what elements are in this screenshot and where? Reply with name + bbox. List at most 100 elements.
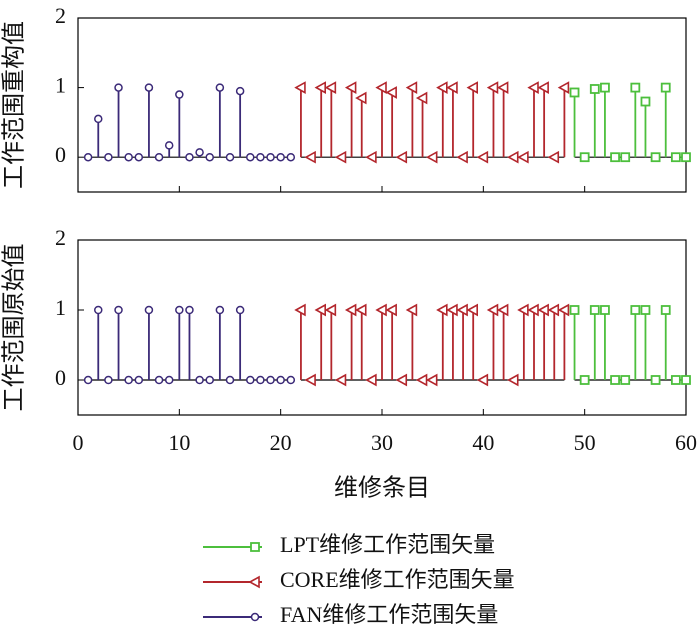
stem: [215, 83, 225, 158]
marker: [507, 373, 519, 387]
stem: [164, 141, 174, 158]
stem: [630, 305, 641, 380]
stem: [589, 305, 600, 380]
stem: [650, 152, 661, 163]
stem: [114, 305, 123, 380]
stem: [507, 373, 519, 387]
marker: [640, 305, 651, 315]
y-tick-label: 0: [55, 365, 66, 390]
marker: [496, 81, 509, 94]
x-tick-label: 60: [675, 430, 697, 455]
marker: [426, 150, 438, 164]
marker: [235, 86, 245, 96]
stem: [466, 303, 479, 380]
marker: [235, 305, 245, 315]
x-tick-label: 10: [168, 430, 190, 455]
marker: [256, 375, 265, 385]
stem: [215, 305, 225, 380]
stem: [256, 375, 265, 385]
marker: [154, 152, 164, 162]
stem: [114, 83, 123, 158]
marker: [415, 91, 428, 105]
stem: [83, 375, 93, 385]
stem: [405, 81, 418, 158]
y-tick-label: 0: [55, 142, 66, 167]
marker: [579, 375, 590, 385]
marker: [114, 305, 123, 315]
marker: [286, 375, 296, 385]
marker: [670, 152, 681, 163]
stem: [344, 303, 357, 380]
stem: [405, 303, 418, 380]
y-axis-label: 工作范围重构值: [1, 21, 28, 189]
marker: [395, 150, 408, 164]
stem: [507, 150, 519, 164]
stem: [246, 152, 255, 162]
stem: [104, 152, 113, 162]
stem: [83, 152, 93, 162]
marker: [660, 82, 671, 93]
legend-label: CORE维修工作范围矢量: [280, 567, 515, 592]
marker: [610, 375, 620, 385]
stem: [660, 82, 671, 158]
marker: [476, 373, 489, 387]
stem: [334, 150, 347, 164]
marker: [395, 373, 408, 387]
stem: [294, 303, 306, 380]
stem: [144, 305, 154, 380]
stem: [579, 375, 590, 385]
marker: [670, 375, 681, 385]
marker: [681, 375, 691, 385]
marker: [185, 152, 194, 162]
legend-label: FAN维修工作范围矢量: [280, 602, 498, 627]
stem: [476, 373, 489, 387]
marker: [620, 152, 631, 163]
stem: [681, 152, 691, 163]
stem: [569, 87, 580, 158]
stem: [154, 152, 164, 162]
marker: [365, 373, 377, 387]
stem: [235, 86, 245, 158]
marker: [355, 91, 367, 105]
stem: [537, 81, 549, 158]
stem: [660, 305, 671, 380]
stem: [225, 375, 235, 385]
marker: [334, 150, 347, 164]
y-axis-label: 工作范围原始值: [1, 244, 28, 412]
stem: [124, 375, 133, 385]
x-tick-label: 20: [270, 430, 292, 455]
stem: [395, 373, 408, 387]
y-tick-label: 2: [55, 3, 66, 28]
stem: [185, 152, 194, 162]
marker: [94, 305, 103, 315]
stem: [286, 152, 296, 162]
stem: [134, 152, 144, 162]
stem: [304, 150, 316, 164]
stem: [456, 150, 468, 164]
stem: [324, 81, 337, 158]
marker: [681, 152, 691, 163]
marker: [164, 375, 174, 385]
stem: [195, 375, 204, 385]
stem: [610, 375, 620, 385]
stem: [385, 86, 397, 158]
marker: [405, 81, 418, 94]
stem: [557, 303, 570, 380]
stem: [344, 81, 357, 158]
stem: [547, 303, 560, 380]
stem: [486, 303, 499, 380]
marker: [630, 82, 641, 93]
stem: [517, 303, 529, 380]
marker: [466, 81, 479, 94]
marker: [225, 152, 235, 162]
marker: [256, 152, 265, 162]
stem: [496, 81, 509, 158]
stem: [276, 152, 285, 162]
marker: [385, 303, 397, 317]
marker: [324, 81, 337, 94]
stem: [395, 150, 408, 164]
marker: [579, 152, 590, 163]
marker: [225, 375, 235, 385]
stem: [436, 303, 448, 380]
stem: [456, 303, 468, 380]
